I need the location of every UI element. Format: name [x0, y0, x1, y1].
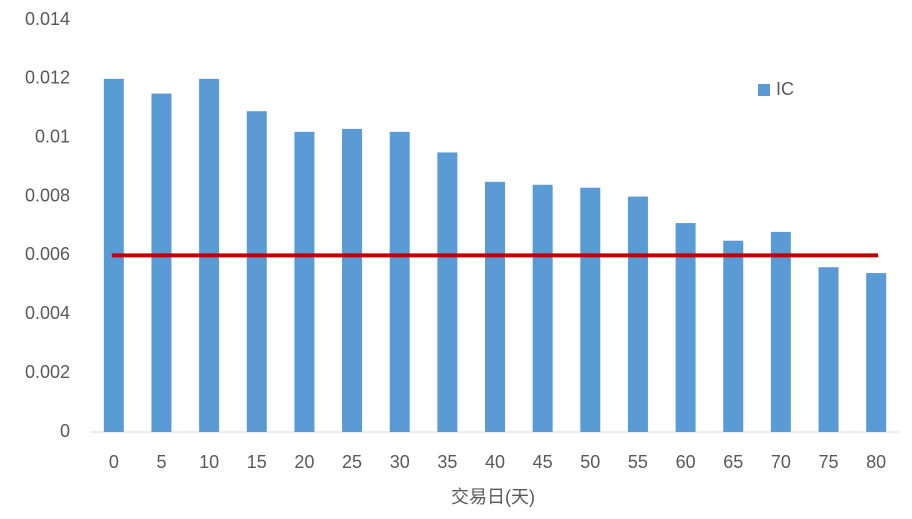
- bar: [151, 93, 172, 433]
- x-tick-label: 60: [676, 452, 696, 472]
- bar: [389, 131, 410, 433]
- y-tick-label: 0.008: [25, 185, 70, 205]
- bar: [866, 273, 887, 432]
- bar: [580, 187, 601, 432]
- bar: [437, 152, 458, 432]
- bar: [342, 128, 363, 432]
- legend-swatch: [758, 84, 770, 96]
- x-tick-label: 20: [294, 452, 314, 472]
- y-tick-label: 0.002: [25, 362, 70, 382]
- y-tick-label: 0.006: [25, 244, 70, 264]
- x-tick-label: 75: [819, 452, 839, 472]
- x-tick-label: 45: [533, 452, 553, 472]
- bar: [770, 231, 791, 432]
- x-tick-label: 30: [390, 452, 410, 472]
- bar: [485, 181, 505, 432]
- x-tick-label: 80: [866, 452, 886, 472]
- y-tick-label: 0.012: [25, 68, 70, 88]
- x-tick-label: 50: [580, 452, 600, 472]
- bar: [818, 267, 839, 432]
- y-tick-label: 0.004: [25, 303, 70, 323]
- x-tick-label: 70: [771, 452, 791, 472]
- x-tick-label: 35: [437, 452, 457, 472]
- bar: [294, 131, 315, 433]
- x-tick-label: 10: [199, 452, 219, 472]
- x-tick-label: 55: [628, 452, 648, 472]
- bar: [675, 223, 696, 432]
- x-tick-label: 15: [247, 452, 267, 472]
- bar: [723, 240, 744, 432]
- x-tick-label: 0: [109, 452, 119, 472]
- x-tick-label: 65: [723, 452, 743, 472]
- x-axis-label: 交易日(天): [451, 487, 535, 507]
- y-tick-label: 0.01: [35, 126, 70, 146]
- bar: [532, 184, 553, 432]
- y-tick-label: 0.014: [25, 9, 70, 29]
- x-tick-label: 25: [342, 452, 362, 472]
- bar: [246, 111, 267, 432]
- bar: [627, 196, 648, 432]
- x-tick-label: 40: [485, 452, 505, 472]
- y-tick-label: 0: [60, 421, 70, 441]
- legend-label: IC: [776, 79, 794, 99]
- x-tick-label: 5: [156, 452, 166, 472]
